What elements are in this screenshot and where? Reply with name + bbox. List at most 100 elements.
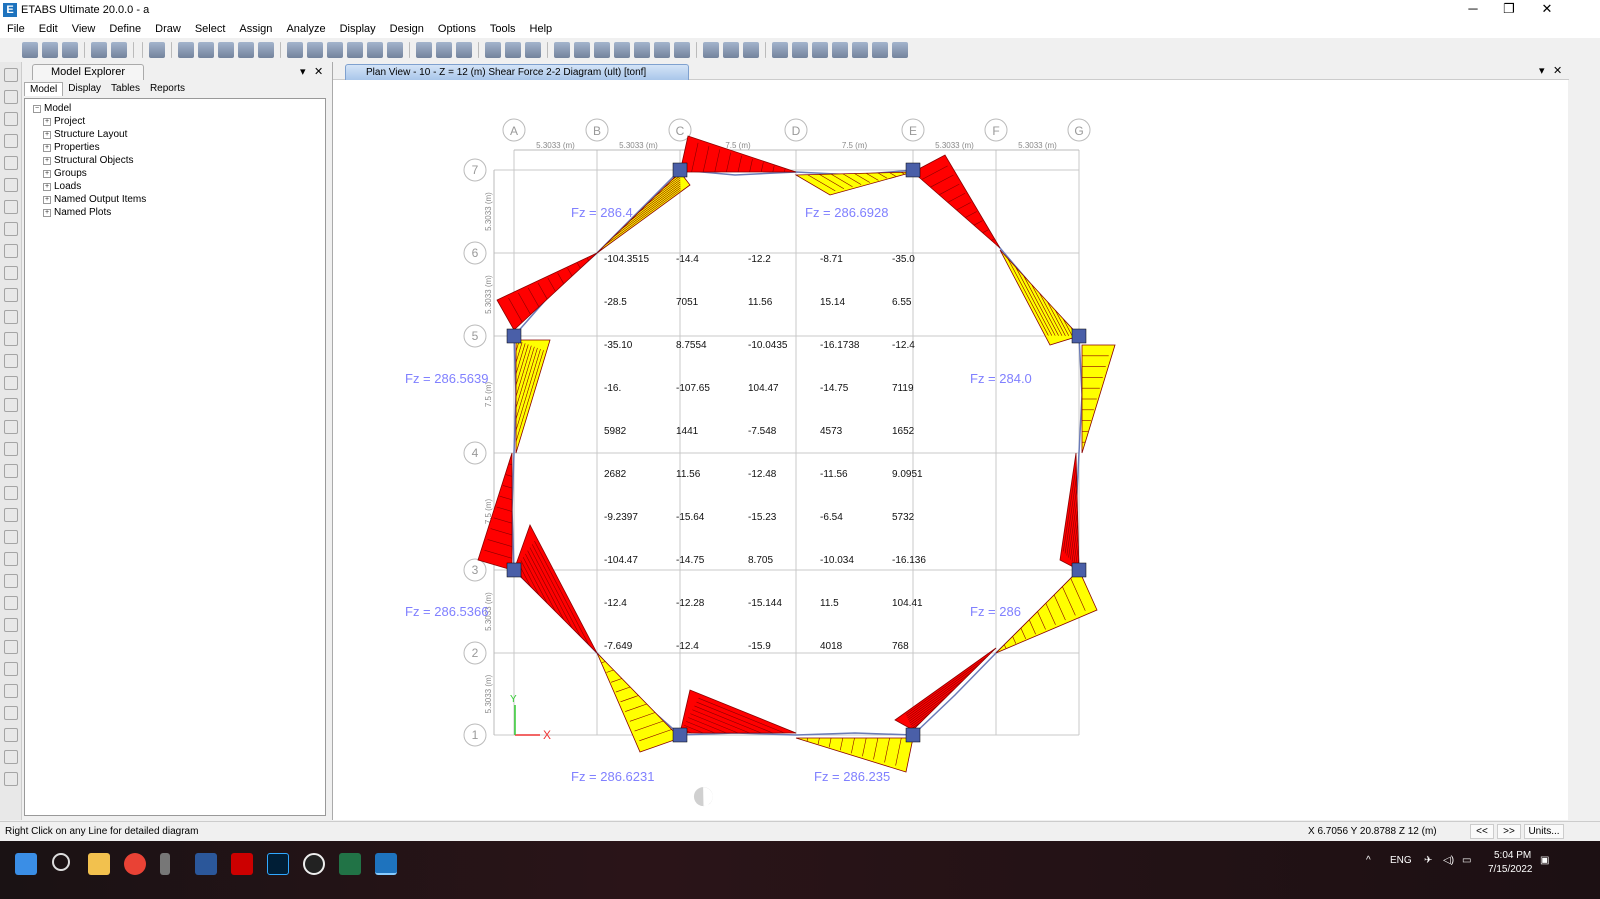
menu-file[interactable]: File — [7, 23, 25, 35]
tree-item[interactable]: + Named Output Items — [33, 193, 325, 206]
toolbar-button[interactable] — [111, 42, 127, 58]
expand-icon[interactable]: + — [43, 156, 51, 165]
toolbar-button[interactable] — [812, 42, 828, 58]
toolbar-button[interactable] — [62, 42, 78, 58]
draw-tool-button[interactable] — [4, 464, 18, 478]
app-icon[interactable] — [160, 853, 170, 875]
dropdown-icon[interactable]: ▾ — [300, 66, 306, 78]
tree-item[interactable]: + Structure Layout — [33, 128, 325, 141]
toolbar-button[interactable] — [852, 42, 868, 58]
tab-tables[interactable]: Tables — [111, 83, 140, 94]
menu-select[interactable]: Select — [194, 23, 226, 35]
toolbar-button[interactable] — [674, 42, 690, 58]
draw-tool-button[interactable] — [4, 354, 18, 368]
tab-display[interactable]: Display — [68, 83, 102, 94]
toolbar-button[interactable] — [832, 42, 848, 58]
menu-edit[interactable]: Edit — [38, 23, 58, 35]
model-explorer-tab[interactable]: Model Explorer — [32, 64, 144, 80]
toolbar-button[interactable] — [456, 42, 472, 58]
tree-item[interactable]: + Loads — [33, 180, 325, 193]
menu-options[interactable]: Options — [437, 23, 476, 35]
toolbar-button[interactable] — [327, 42, 343, 58]
menu-tools[interactable]: Tools — [489, 23, 516, 35]
draw-tool-button[interactable] — [4, 574, 18, 588]
expand-icon[interactable]: + — [43, 130, 51, 139]
expand-icon[interactable]: + — [43, 208, 51, 217]
toolbar-button[interactable] — [287, 42, 303, 58]
draw-tool-button[interactable] — [4, 618, 18, 632]
toolbar-button[interactable] — [554, 42, 570, 58]
toolbar-button[interactable] — [594, 42, 610, 58]
draw-tool-button[interactable] — [4, 420, 18, 434]
toolbar-button[interactable] — [178, 42, 194, 58]
start-icon[interactable] — [15, 853, 37, 875]
units-button[interactable]: Units... — [1524, 824, 1564, 839]
media-player-icon[interactable] — [303, 853, 325, 875]
notification-icon[interactable]: ▣ — [1540, 855, 1550, 866]
toolbar-button[interactable] — [703, 42, 719, 58]
expand-icon[interactable]: + — [43, 117, 51, 126]
draw-tool-button[interactable] — [4, 728, 18, 742]
draw-tool-button[interactable] — [4, 552, 18, 566]
draw-tool-button[interactable] — [4, 530, 18, 544]
draw-tool-button[interactable] — [4, 772, 18, 786]
close-button[interactable]: ✕ — [1541, 1, 1553, 16]
acrobat-icon[interactable] — [231, 853, 253, 875]
toolbar-button[interactable] — [91, 42, 107, 58]
draw-tool-button[interactable] — [4, 90, 18, 104]
toolbar-button[interactable] — [485, 42, 501, 58]
toolbar-button[interactable] — [22, 42, 38, 58]
view-tab-plan[interactable]: Plan View - 10 - Z = 12 (m) Shear Force … — [345, 64, 689, 80]
toolbar-button[interactable] — [654, 42, 670, 58]
excel-icon[interactable] — [339, 853, 361, 875]
toolbar-button[interactable] — [387, 42, 403, 58]
tab-model[interactable]: Model — [24, 82, 64, 96]
search-icon[interactable] — [52, 853, 70, 871]
draw-tool-button[interactable] — [4, 596, 18, 610]
menu-assign[interactable]: Assign — [239, 23, 273, 35]
prev-button[interactable]: << — [1470, 824, 1494, 839]
clock-date[interactable]: 7/15/2022 — [1488, 864, 1533, 875]
toolbar-button[interactable] — [614, 42, 630, 58]
menu-help[interactable]: Help — [529, 23, 553, 35]
toolbar-button[interactable] — [307, 42, 323, 58]
toolbar-button[interactable] — [347, 42, 363, 58]
toolbar-button[interactable] — [634, 42, 650, 58]
draw-tool-button[interactable] — [4, 310, 18, 324]
menu-view[interactable]: View — [71, 23, 96, 35]
file-explorer-icon[interactable] — [88, 853, 110, 875]
toolbar-button[interactable] — [772, 42, 788, 58]
draw-tool-button[interactable] — [4, 376, 18, 390]
draw-tool-button[interactable] — [4, 200, 18, 214]
network-icon[interactable]: ✈ — [1424, 855, 1433, 866]
next-button[interactable]: >> — [1497, 824, 1521, 839]
toolbar-button[interactable] — [149, 42, 165, 58]
toolbar-button[interactable] — [892, 42, 908, 58]
toolbar-button[interactable] — [238, 42, 254, 58]
toolbar-button[interactable] — [525, 42, 541, 58]
menu-analyze[interactable]: Analyze — [286, 23, 326, 35]
tree-item[interactable]: + Properties — [33, 141, 325, 154]
expand-icon[interactable]: + — [43, 195, 51, 204]
draw-tool-button[interactable] — [4, 508, 18, 522]
draw-tool-button[interactable] — [4, 640, 18, 654]
draw-tool-button[interactable] — [4, 112, 18, 126]
toolbar-button[interactable] — [792, 42, 808, 58]
tray-chevron-icon[interactable]: ^ — [1366, 855, 1371, 866]
tab-reports[interactable]: Reports — [149, 83, 185, 94]
tree-item[interactable]: + Structural Objects — [33, 154, 325, 167]
draw-tool-button[interactable] — [4, 244, 18, 258]
draw-tool-button[interactable] — [4, 706, 18, 720]
draw-tool-button[interactable] — [4, 288, 18, 302]
tree-item[interactable]: + Groups — [33, 167, 325, 180]
draw-tool-button[interactable] — [4, 662, 18, 676]
draw-tool-button[interactable] — [4, 68, 18, 82]
maximize-button[interactable]: ❐ — [1503, 1, 1515, 16]
draw-tool-button[interactable] — [4, 486, 18, 500]
draw-tool-button[interactable] — [4, 178, 18, 192]
clock-time[interactable]: 5:04 PM — [1494, 850, 1532, 861]
menu-define[interactable]: Define — [109, 23, 142, 35]
draw-tool-button[interactable] — [4, 222, 18, 236]
toolbar-button[interactable] — [505, 42, 521, 58]
draw-tool-button[interactable] — [4, 398, 18, 412]
